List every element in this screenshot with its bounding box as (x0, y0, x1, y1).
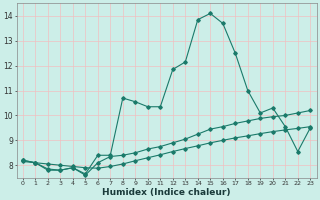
X-axis label: Humidex (Indice chaleur): Humidex (Indice chaleur) (102, 188, 231, 197)
